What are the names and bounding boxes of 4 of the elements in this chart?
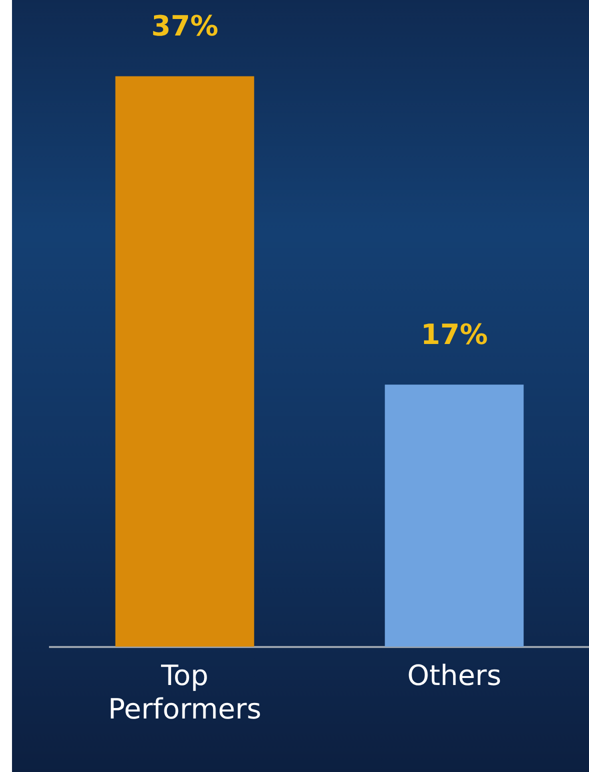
x-tick-label: Others [407,658,502,692]
data-label: 17% [420,318,488,351]
data-label: 37% [151,10,218,43]
x-tick-label: Top Performers [108,658,262,726]
